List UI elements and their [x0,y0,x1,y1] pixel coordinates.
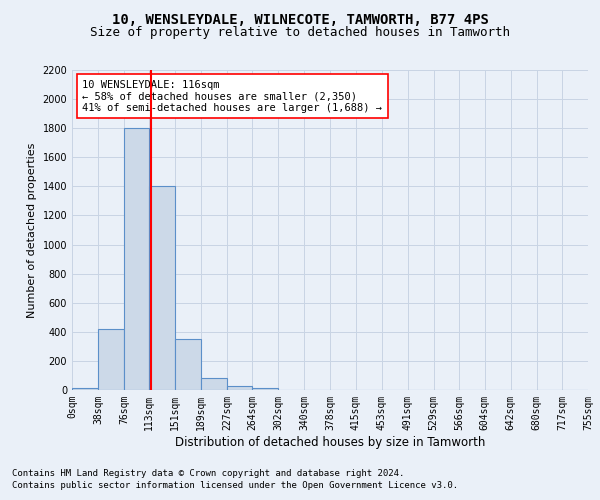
Bar [72,388,98,390]
Text: Size of property relative to detached houses in Tamworth: Size of property relative to detached ho… [90,26,510,39]
Text: Contains public sector information licensed under the Open Government Licence v3: Contains public sector information licen… [12,481,458,490]
Text: Contains HM Land Registry data © Crown copyright and database right 2024.: Contains HM Land Registry data © Crown c… [12,468,404,477]
Text: 10 WENSLEYDALE: 116sqm
← 58% of detached houses are smaller (2,350)
41% of semi-: 10 WENSLEYDALE: 116sqm ← 58% of detached… [82,80,382,113]
Bar [98,329,124,390]
Bar [253,388,278,390]
Y-axis label: Number of detached properties: Number of detached properties [27,142,37,318]
Bar [124,128,149,390]
Text: 10, WENSLEYDALE, WILNECOTE, TAMWORTH, B77 4PS: 10, WENSLEYDALE, WILNECOTE, TAMWORTH, B7… [112,12,488,26]
Bar [227,386,253,390]
X-axis label: Distribution of detached houses by size in Tamworth: Distribution of detached houses by size … [175,436,485,448]
Bar [201,378,227,390]
Bar [175,339,201,390]
Bar [149,186,175,390]
